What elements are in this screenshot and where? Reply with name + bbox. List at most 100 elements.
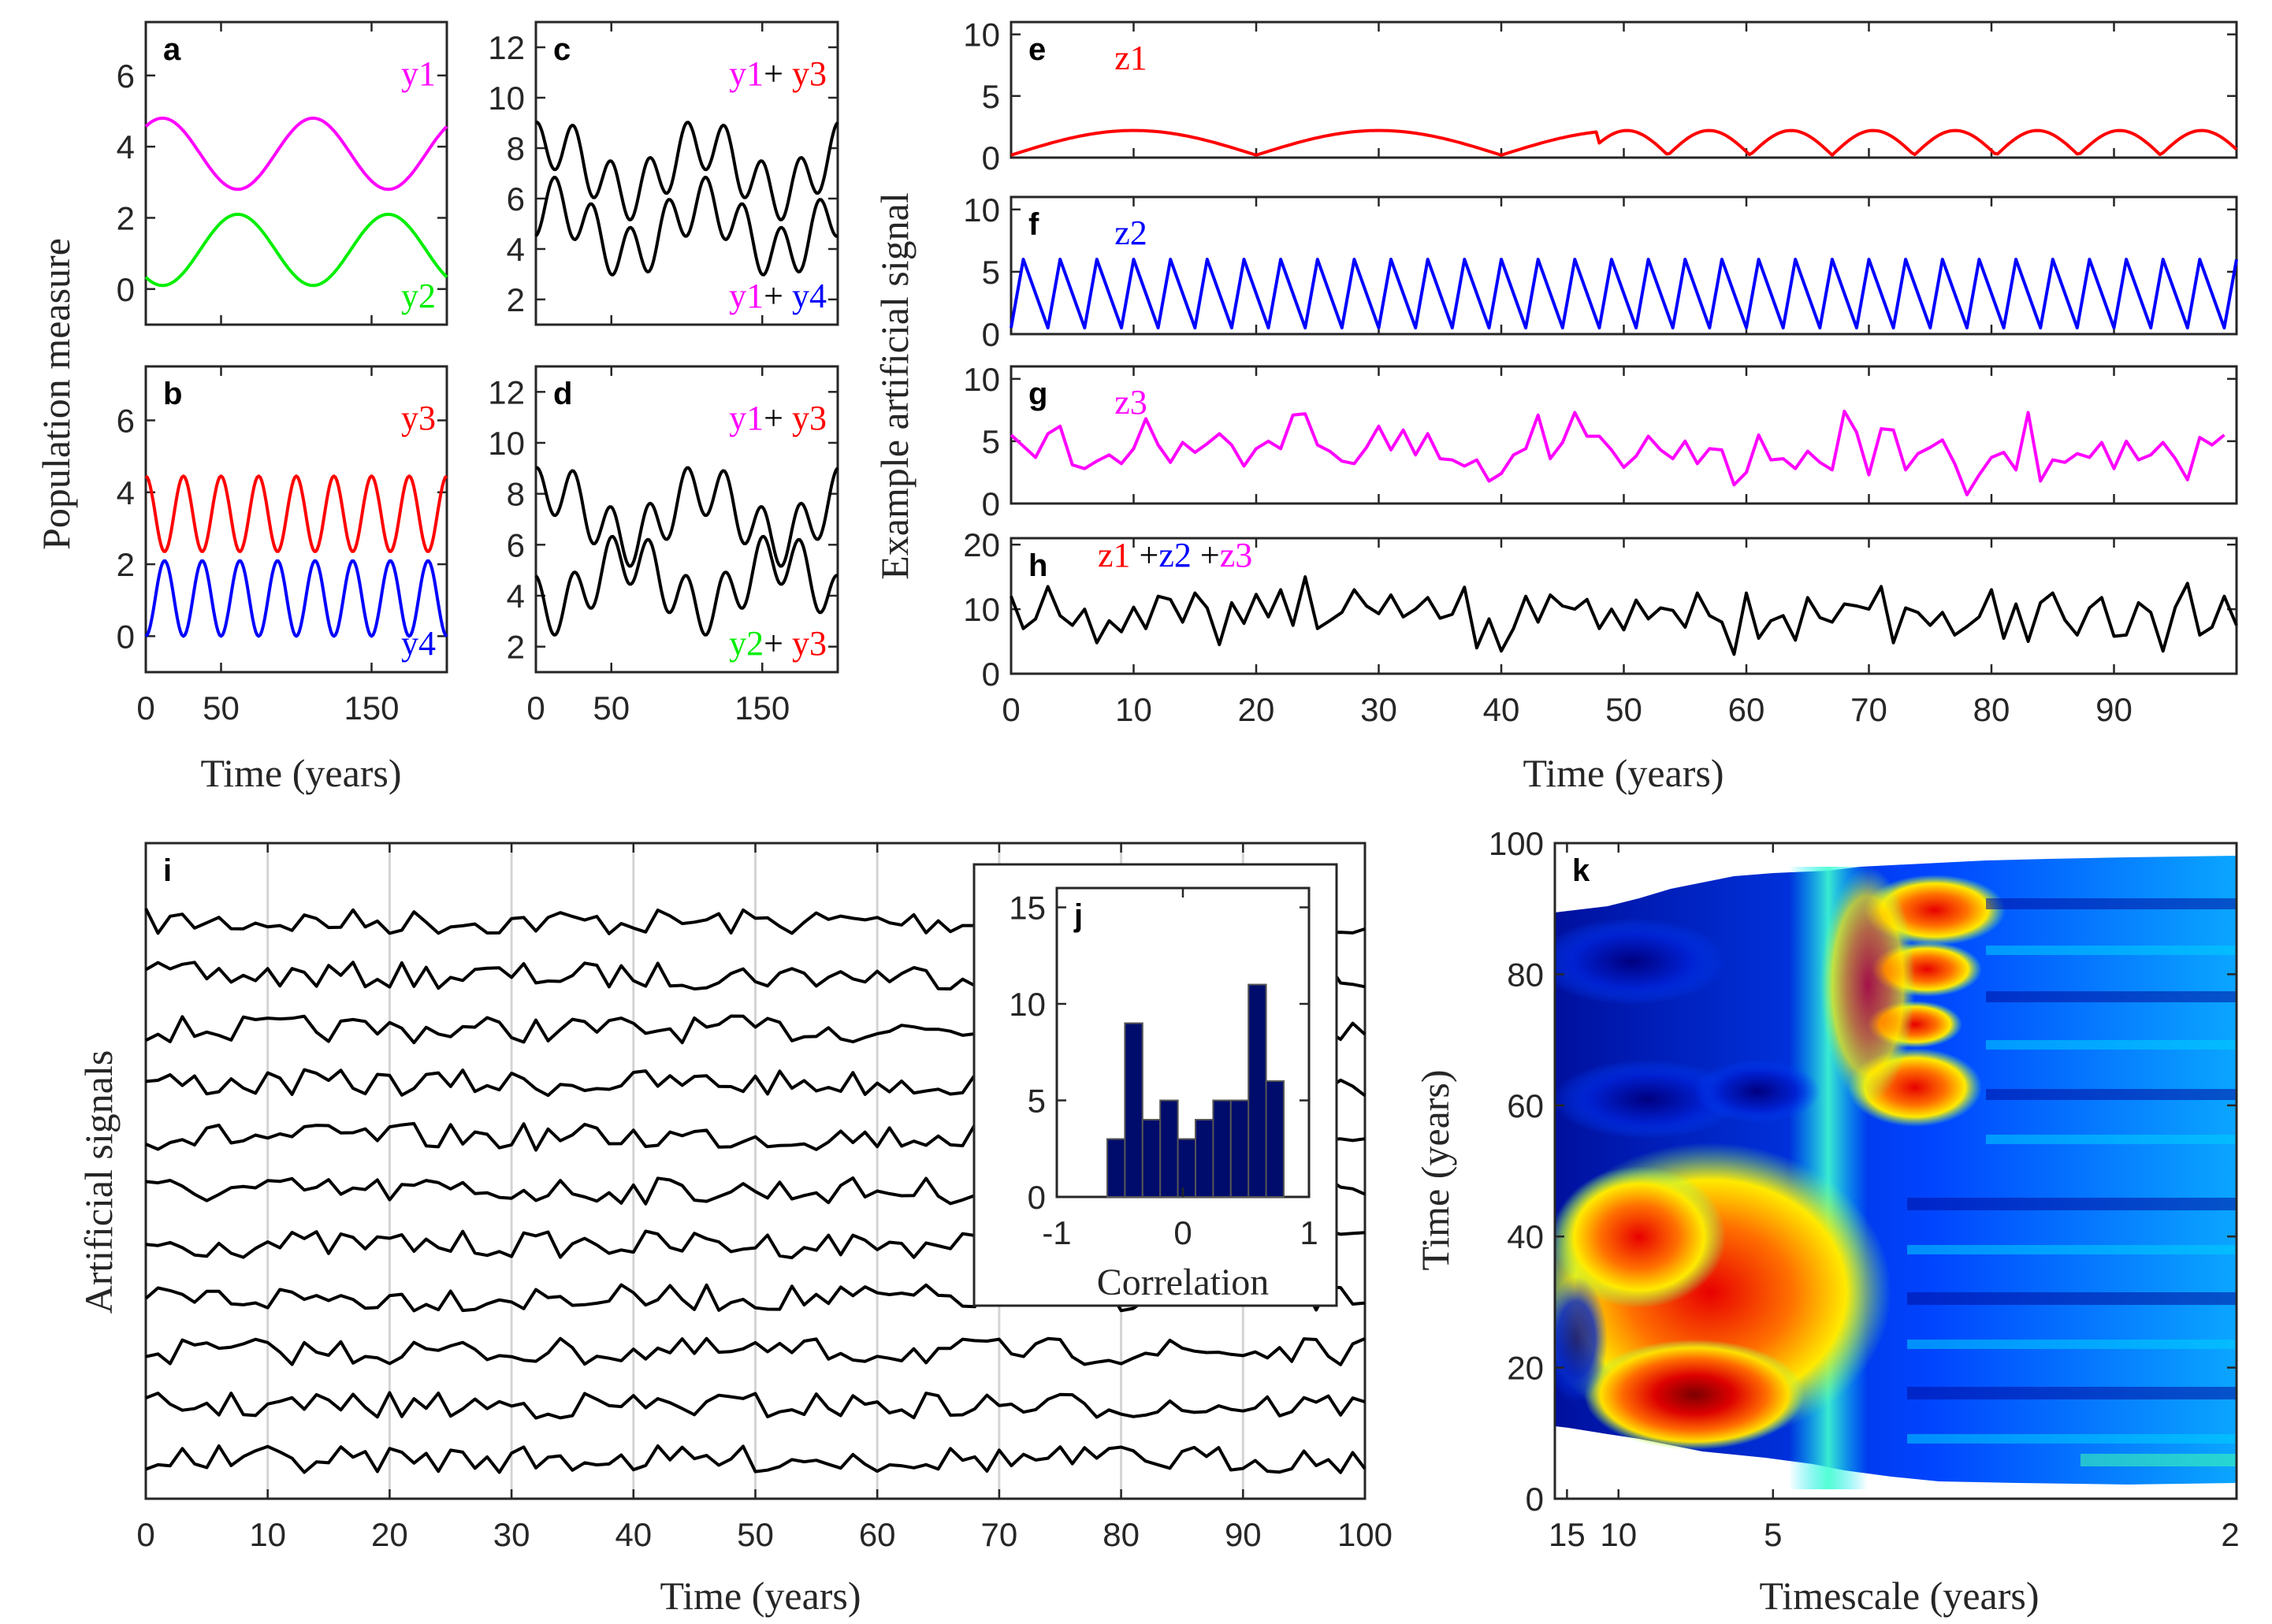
series-label-z2: z2 — [1114, 214, 1147, 252]
series-line-sum — [1010, 575, 2238, 656]
ylabel-artificial: Artificial signals — [76, 1050, 121, 1314]
x-tick-label: 0 — [136, 1516, 154, 1553]
x-tick-label: 150 — [734, 689, 790, 727]
panel-k-frame — [1553, 842, 2238, 1500]
series-line-y1 — [144, 117, 448, 191]
label-part: y4 — [792, 277, 827, 315]
histogram-bar — [1141, 1119, 1162, 1198]
series-label-sum: y1+ y3 — [729, 54, 827, 93]
x-tick-label: 0 — [526, 689, 545, 727]
label-part: y3 — [792, 624, 827, 663]
y-tick-label: 12 — [488, 29, 525, 66]
histogram-bar — [1195, 1119, 1214, 1198]
y-tick-label: 0 — [117, 271, 135, 308]
x-tick-label: 50 — [737, 1516, 774, 1553]
x-tick-label: 0 — [136, 689, 154, 727]
x-tick-label: 2 — [2221, 1516, 2239, 1553]
y-tick-label: 8 — [507, 130, 525, 167]
y-tick-label: 0 — [982, 316, 1000, 353]
y-tick-label: 10 — [963, 591, 1000, 628]
panel-d-frame — [534, 365, 839, 674]
panel-letter-a: a — [163, 32, 181, 67]
x-tick-label: 150 — [344, 689, 399, 727]
panel-g-frame — [1010, 365, 2238, 505]
y-tick-label: 2 — [117, 199, 135, 236]
y-tick-label: 10 — [963, 191, 1000, 229]
x-tick-label: 50 — [203, 689, 240, 727]
x-tick-label: 60 — [859, 1516, 896, 1553]
ylabel-population: Population measure — [34, 238, 78, 550]
series-label-sum: y2+ y3 — [729, 624, 827, 663]
y-tick-label: 4 — [117, 128, 135, 165]
y-tick-label: 4 — [507, 578, 525, 615]
histogram-bar — [1212, 1099, 1232, 1198]
y-tick-label: 5 — [982, 254, 1000, 291]
label-part: z2 — [1158, 536, 1192, 574]
histogram-bar — [1248, 983, 1267, 1198]
x-tick-label: -1 — [1042, 1214, 1071, 1251]
x-tick-label: 90 — [1225, 1516, 1262, 1553]
series-line-y2 — [144, 213, 448, 288]
y-tick-label: 10 — [1009, 986, 1046, 1023]
label-part: + — [764, 54, 792, 93]
x-tick-label: 10 — [249, 1516, 286, 1553]
series-label-y3: y3 — [401, 399, 436, 437]
panel-letter-d: d — [553, 377, 572, 411]
series-line-sum — [534, 534, 839, 637]
histogram-bar — [1177, 1138, 1196, 1198]
series-label-z1: z1 — [1114, 39, 1147, 77]
y-tick-label: 5 — [1028, 1083, 1046, 1120]
series-label-sum: y1+ y4 — [729, 277, 827, 315]
x-tick-label: 1 — [1300, 1214, 1318, 1251]
x-tick-label: 0 — [1002, 691, 1020, 728]
x-tick-label: 70 — [1850, 691, 1887, 728]
panel-letter-c: c — [553, 32, 571, 67]
panel-letter-e: e — [1028, 32, 1046, 67]
y-tick-label: 60 — [1507, 1087, 1544, 1124]
y-tick-label: 2 — [507, 629, 525, 666]
histogram-bar — [1159, 1099, 1179, 1198]
heatmap-panel-k — [1555, 843, 2237, 1499]
y-tick-label: 40 — [1507, 1218, 1544, 1255]
y-tick-label: 6 — [507, 526, 525, 563]
y-tick-label: 12 — [488, 373, 525, 411]
panel-c-frame — [534, 20, 839, 326]
y-tick-label: 5 — [982, 423, 1000, 460]
y-tick-label: 10 — [488, 80, 525, 117]
x-tick-label: 20 — [1238, 691, 1275, 728]
label-part: z1 — [1098, 536, 1131, 574]
y-tick-label: 4 — [117, 474, 135, 511]
y-tick-label: 0 — [1028, 1179, 1046, 1216]
series-label-y4: y4 — [401, 624, 436, 663]
label-part: y2 — [729, 624, 764, 663]
xlabel-timescale: Timescale (years) — [1760, 1574, 2040, 1618]
label-part: + — [1192, 536, 1220, 574]
xlabel-time-i: Time (years) — [660, 1574, 861, 1618]
y-tick-label: 0 — [1526, 1481, 1544, 1518]
series-line-z2 — [1010, 258, 2238, 330]
series-line-sum — [534, 176, 839, 277]
y-tick-label: 5 — [982, 78, 1000, 115]
y-tick-label: 10 — [963, 361, 1000, 398]
xlabel-correlation: Correlation — [1097, 1262, 1270, 1303]
artificial-signal-line — [145, 1336, 1366, 1366]
y-tick-label: 2 — [507, 281, 525, 318]
panel-letter-g: g — [1028, 377, 1047, 411]
y-tick-label: 0 — [982, 485, 1000, 522]
x-tick-label: 30 — [1360, 691, 1397, 728]
y-tick-label: 2 — [117, 546, 135, 583]
label-part: y3 — [792, 399, 827, 437]
y-tick-label: 0 — [982, 139, 1000, 177]
xlabel-time-left: Time (years) — [200, 751, 401, 795]
x-tick-label: 50 — [593, 689, 630, 727]
label-part: + — [764, 277, 792, 315]
panel-letter-f: f — [1028, 207, 1039, 242]
panel-letter-h: h — [1028, 548, 1047, 583]
y-tick-label: 4 — [507, 231, 525, 268]
x-tick-label: 80 — [1973, 691, 2010, 728]
panel-letter-j: j — [1073, 898, 1083, 933]
panel-letter-b: b — [163, 377, 182, 411]
y-tick-label: 6 — [117, 402, 135, 439]
y-tick-label: 15 — [1009, 890, 1046, 927]
x-tick-label: 60 — [1728, 691, 1765, 728]
